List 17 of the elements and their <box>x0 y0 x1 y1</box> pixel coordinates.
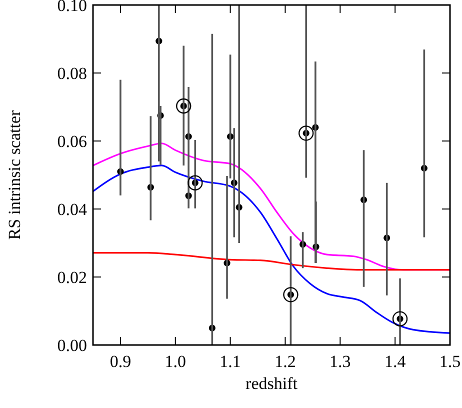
x-tick-label: 1.3 <box>330 352 351 371</box>
x-tick-label: 1.4 <box>384 352 406 371</box>
line-series <box>93 164 450 334</box>
x-tick-label: 1.1 <box>220 352 241 371</box>
y-tick-label: 0.08 <box>57 64 87 83</box>
y-tick-label: 0.06 <box>57 132 87 151</box>
line-series <box>93 252 450 271</box>
x-tick-label: 0.9 <box>110 352 132 371</box>
x-tick-label: 1.0 <box>164 352 186 371</box>
y-tick-label: 0.10 <box>57 0 87 15</box>
x-axis-title: redshift <box>246 374 298 393</box>
y-tick-label: 0.02 <box>57 268 87 287</box>
y-tick-label: 0.00 <box>57 336 87 355</box>
y-axis-title: RS intrinsic scatter <box>5 110 24 240</box>
x-tick-label: 1.5 <box>439 352 461 371</box>
x-tick-label: 1.2 <box>274 352 296 371</box>
y-tick-label: 0.04 <box>57 200 88 219</box>
